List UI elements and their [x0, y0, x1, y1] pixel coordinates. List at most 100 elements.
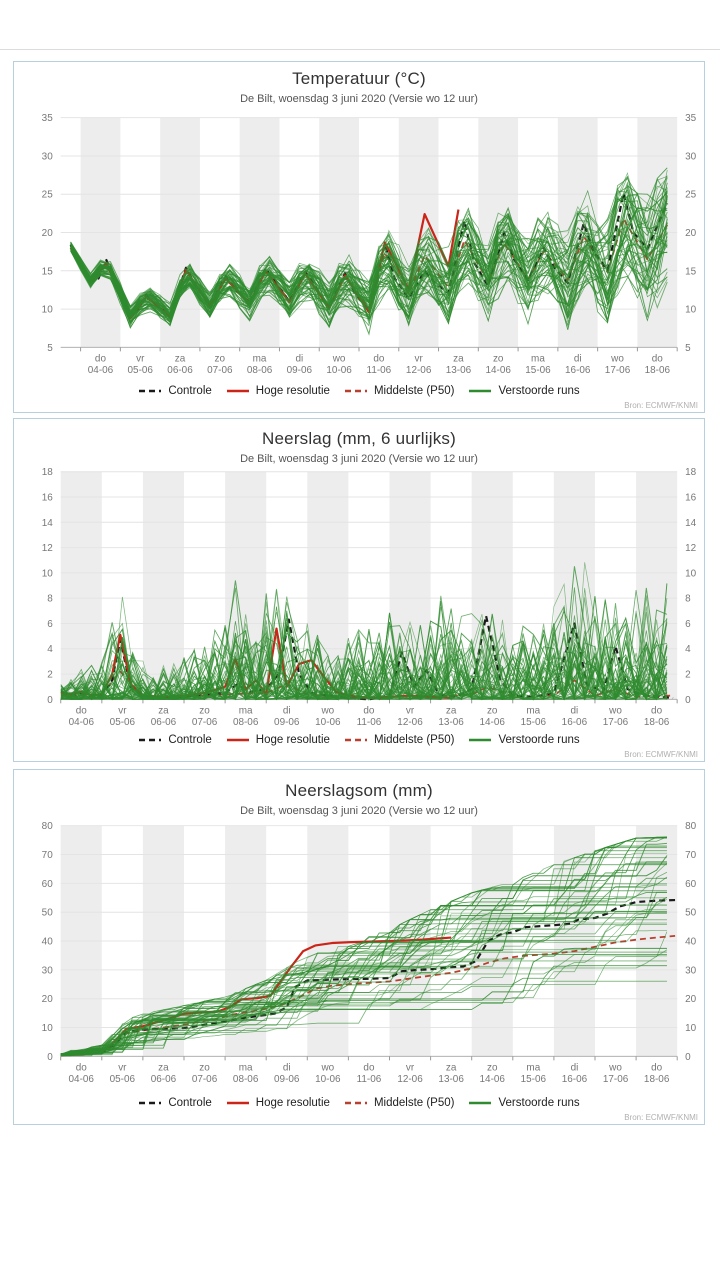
svg-text:20: 20 — [685, 228, 697, 239]
svg-text:09-06: 09-06 — [287, 365, 313, 376]
legend-label-controle: Controle — [168, 734, 212, 746]
svg-text:wo: wo — [320, 1062, 334, 1073]
svg-text:12-06: 12-06 — [406, 365, 432, 376]
svg-text:di: di — [571, 1062, 579, 1073]
legend: Controle Hoge resolutie Middelste (P50) Ver… — [14, 385, 704, 397]
svg-text:18: 18 — [685, 467, 697, 478]
svg-text:30: 30 — [685, 151, 697, 162]
svg-text:5: 5 — [685, 343, 691, 354]
svg-text:vr: vr — [406, 1062, 415, 1073]
svg-text:11-06: 11-06 — [367, 365, 392, 376]
svg-text:za: za — [175, 353, 186, 364]
legend-label-hoge-resolutie: Hoge resolutie — [255, 385, 330, 397]
ensemble-lines — [70, 167, 668, 336]
x-axis-labels: do04-06vr05-06za06-06zo07-06ma08-06di09-… — [88, 353, 671, 376]
svg-text:10: 10 — [685, 1023, 697, 1034]
svg-text:6: 6 — [47, 619, 53, 630]
svg-text:12: 12 — [42, 543, 54, 554]
svg-text:do: do — [652, 353, 664, 364]
svg-text:zo: zo — [215, 353, 226, 364]
svg-text:05-06: 05-06 — [128, 365, 154, 376]
svg-text:8: 8 — [47, 594, 53, 605]
svg-text:06-06: 06-06 — [151, 717, 177, 728]
legend-item-controle: Controle — [138, 1097, 212, 1109]
svg-text:11-06: 11-06 — [357, 717, 382, 728]
svg-text:0: 0 — [47, 695, 53, 706]
svg-text:di: di — [574, 353, 582, 364]
source-credit: Bron: ECMWF/KNMI — [624, 401, 698, 410]
svg-text:50: 50 — [685, 908, 697, 919]
legend-line-middelste-p50 — [344, 738, 367, 742]
y-axis-labels: 0 0 2 2 4 4 6 6 8 8 10 10 12 12 14 14 16 16 18 18 — [42, 467, 697, 706]
legend-label-middelste-p50: Middelste (P50) — [373, 734, 455, 746]
svg-text:4: 4 — [47, 644, 53, 655]
svg-text:14-06: 14-06 — [480, 717, 506, 728]
svg-text:ma: ma — [526, 705, 540, 716]
y-axis-labels: 0 0 10 10 20 20 30 30 40 40 50 50 60 60 70 70 80 80 — [42, 821, 697, 1063]
svg-text:04-06: 04-06 — [69, 1074, 95, 1085]
svg-text:ma: ma — [526, 1062, 540, 1073]
svg-text:do: do — [651, 1062, 663, 1073]
svg-text:17-06: 17-06 — [603, 1074, 629, 1085]
svg-text:18-06: 18-06 — [644, 1074, 670, 1085]
svg-text:do: do — [363, 1062, 375, 1073]
svg-text:zo: zo — [493, 353, 504, 364]
svg-text:12-06: 12-06 — [397, 717, 423, 728]
svg-text:06-06: 06-06 — [167, 365, 193, 376]
svg-text:10: 10 — [42, 568, 54, 579]
legend-line-hoge-resolutie — [226, 1101, 249, 1105]
x-axis-labels: do04-06vr05-06za06-06zo07-06ma08-06di09-… — [69, 1062, 670, 1085]
svg-text:07-06: 07-06 — [207, 365, 233, 376]
svg-text:do: do — [76, 1062, 88, 1073]
y-axis-labels: 5 5 10 10 15 15 20 20 25 25 30 30 35 35 — [42, 113, 697, 354]
svg-text:12: 12 — [685, 543, 697, 554]
svg-text:0: 0 — [47, 1052, 53, 1063]
svg-text:20: 20 — [685, 994, 697, 1005]
svg-text:2: 2 — [685, 670, 691, 681]
chart-title: Temperatuur (°C) — [292, 69, 426, 88]
svg-text:14-06: 14-06 — [480, 1074, 506, 1085]
svg-text:04-06: 04-06 — [88, 365, 114, 376]
svg-text:wo: wo — [320, 705, 334, 716]
legend-item-controle: Controle — [138, 385, 212, 397]
svg-text:do: do — [373, 353, 385, 364]
svg-text:10: 10 — [42, 305, 54, 316]
svg-text:wo: wo — [610, 353, 624, 364]
chart-subtitle: De Bilt, woensdag 3 juni 2020 (Versie wo… — [240, 93, 478, 105]
legend-line-middelste-p50 — [344, 1101, 367, 1105]
x-axis — [60, 1055, 678, 1061]
svg-text:25: 25 — [685, 190, 697, 201]
svg-text:18-06: 18-06 — [644, 717, 670, 728]
svg-text:40: 40 — [685, 937, 697, 948]
ensemble-lines — [60, 836, 668, 1057]
svg-text:14: 14 — [685, 518, 697, 529]
svg-text:wo: wo — [608, 1062, 622, 1073]
svg-text:za: za — [446, 1062, 457, 1073]
svg-text:20: 20 — [42, 994, 54, 1005]
svg-text:vr: vr — [136, 353, 145, 364]
svg-text:4: 4 — [685, 644, 691, 655]
svg-text:15: 15 — [42, 266, 54, 277]
svg-text:di: di — [283, 705, 291, 716]
svg-text:wo: wo — [332, 353, 346, 364]
svg-text:13-06: 13-06 — [446, 365, 472, 376]
chart-title: Neerslag (mm, 6 uurlijks) — [262, 429, 456, 448]
svg-text:15: 15 — [685, 266, 697, 277]
svg-text:16-06: 16-06 — [562, 717, 588, 728]
svg-text:11-06: 11-06 — [357, 1074, 382, 1085]
chart-subtitle: De Bilt, woensdag 3 juni 2020 (Versie wo… — [240, 805, 478, 817]
svg-text:vr: vr — [415, 353, 424, 364]
legend-item-verstoorde-runs: Verstoorde runs — [468, 385, 580, 397]
svg-text:16: 16 — [42, 492, 54, 503]
svg-text:do: do — [95, 353, 107, 364]
svg-text:16: 16 — [685, 492, 697, 503]
svg-text:10-06: 10-06 — [315, 717, 341, 728]
svg-text:18-06: 18-06 — [645, 365, 671, 376]
top-divider — [0, 49, 720, 50]
svg-text:13-06: 13-06 — [438, 1074, 464, 1085]
chart-panel-temperature: 5 5 10 10 15 15 20 20 25 25 30 30 35 35 do 04-06 vr 05-06… — [13, 61, 705, 413]
svg-text:17-06: 17-06 — [603, 717, 629, 728]
